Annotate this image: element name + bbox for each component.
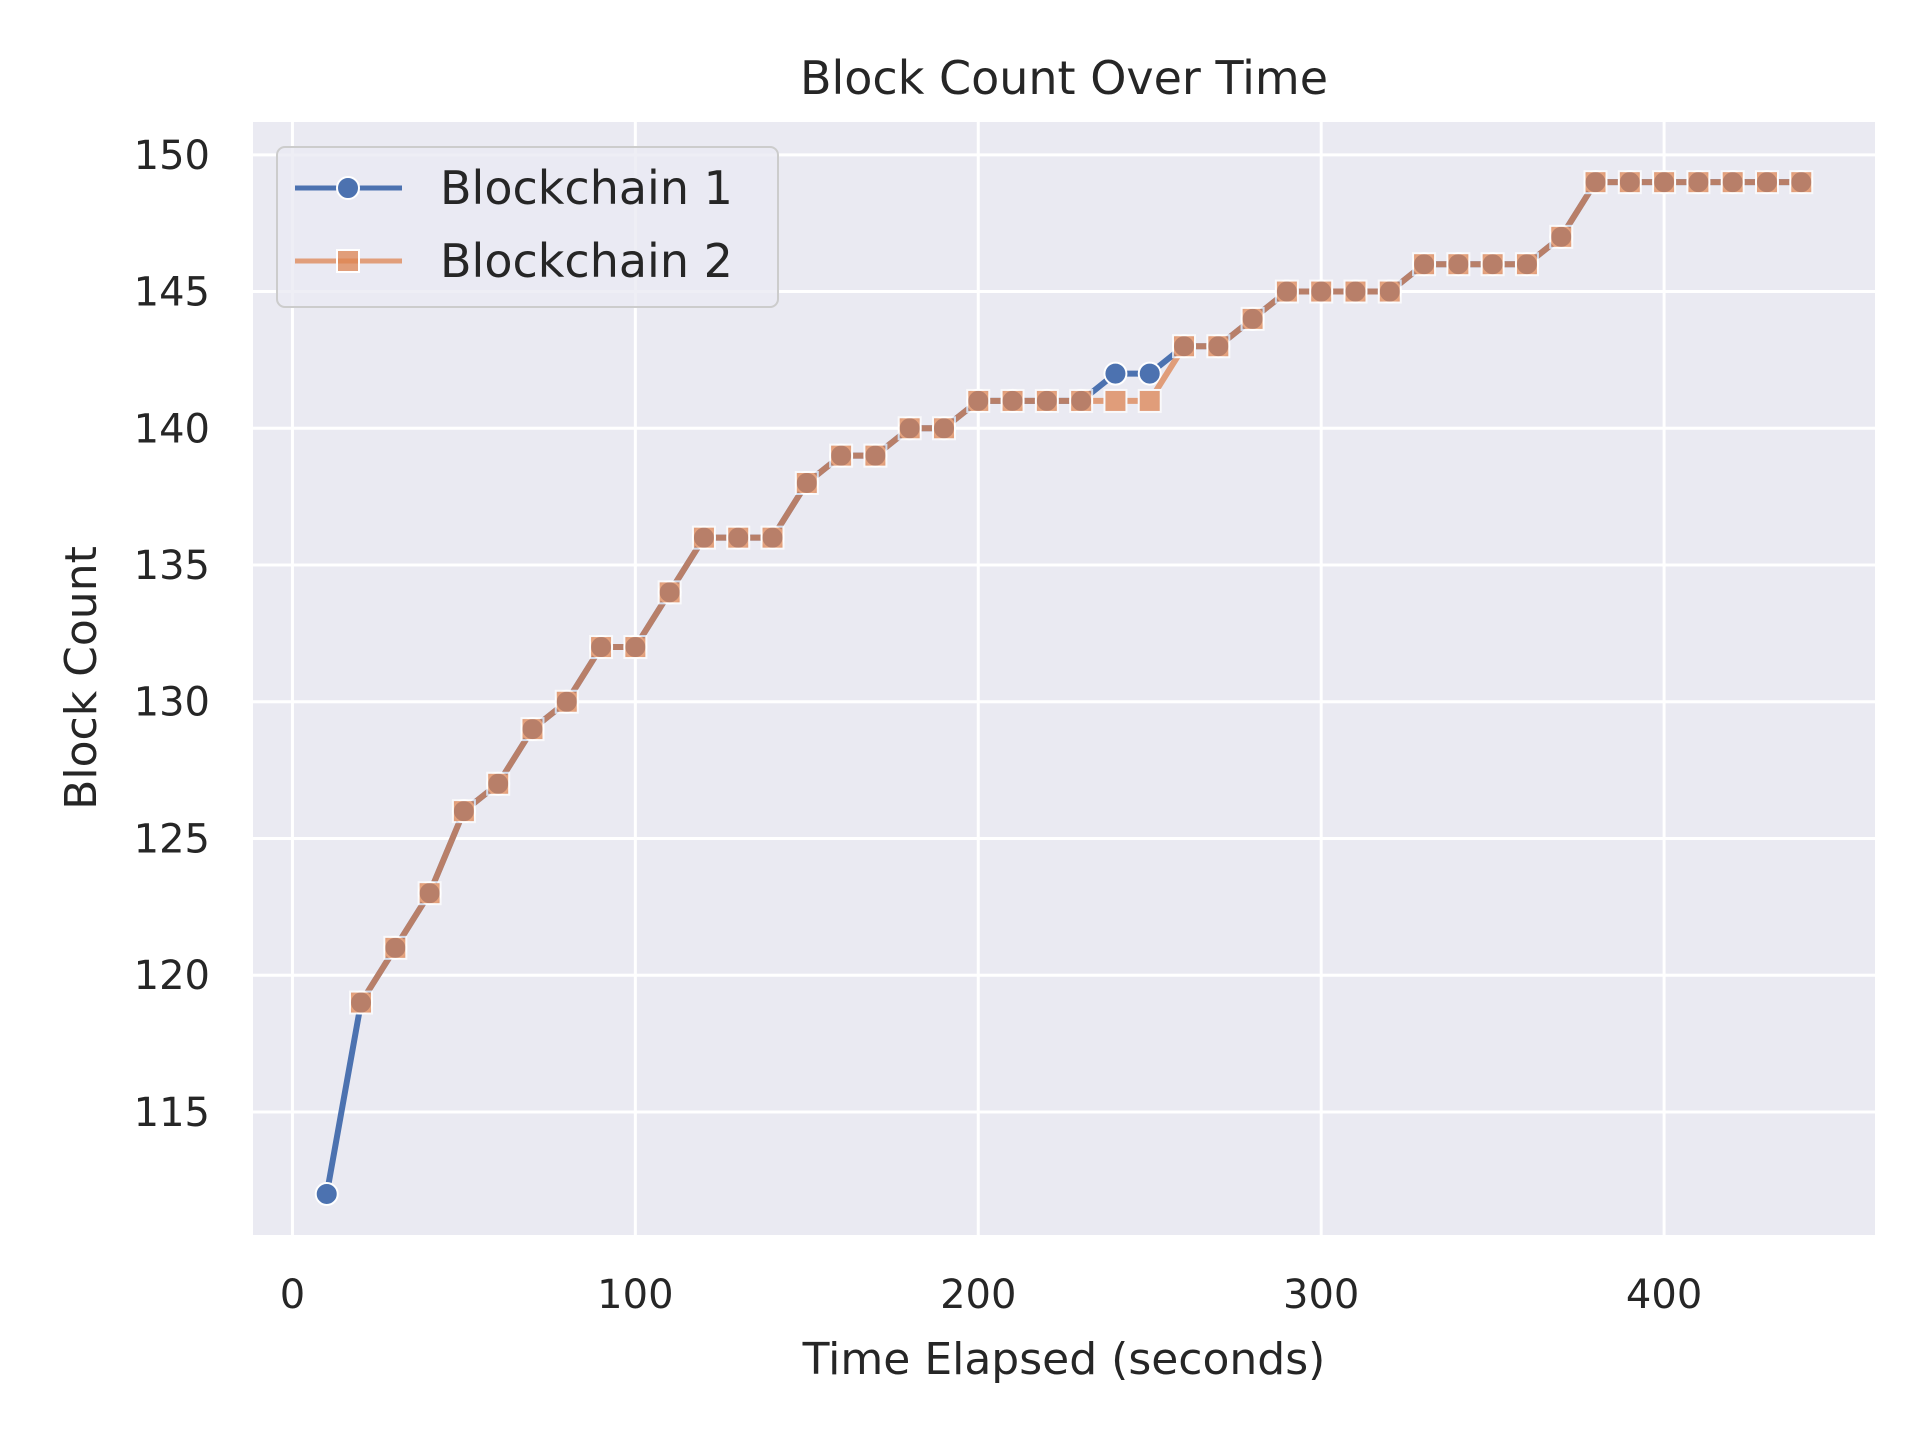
data-point (966, 388, 991, 413)
data-point (1514, 252, 1539, 277)
data-point (1789, 170, 1814, 195)
data-point (314, 1181, 339, 1206)
data-point (760, 525, 785, 550)
data-point (1137, 361, 1162, 386)
data-point (1103, 388, 1128, 413)
data-point (1720, 170, 1745, 195)
data-point (931, 416, 956, 441)
data-point (383, 935, 408, 960)
data-point (1583, 170, 1608, 195)
data-point (1686, 170, 1711, 195)
data-point (520, 717, 545, 742)
y-tick-label: 150 (134, 133, 210, 179)
data-point (1754, 170, 1779, 195)
data-point (726, 525, 751, 550)
legend-marker-blockchain-2 (336, 249, 360, 273)
series-layer (314, 170, 1814, 1206)
data-point (623, 635, 648, 660)
x-tick-label: 100 (597, 1272, 673, 1318)
y-tick-label: 135 (134, 543, 210, 589)
data-point (1652, 170, 1677, 195)
data-point (349, 990, 374, 1015)
x-tick-label: 300 (1283, 1272, 1359, 1318)
data-point (897, 416, 922, 441)
x-axis-label: Time Elapsed (seconds) (802, 1334, 1326, 1385)
y-axis-ticks: 115 120 125 130 135 140 145 150 (134, 133, 210, 1136)
y-tick-label: 115 (134, 1090, 210, 1136)
data-point (589, 635, 614, 660)
y-tick-label: 120 (134, 953, 210, 999)
legend: Blockchain 1 Blockchain 2 (276, 146, 779, 308)
data-point (1549, 224, 1574, 249)
data-point (1137, 388, 1162, 413)
x-tick-label: 0 (280, 1272, 305, 1318)
data-point (829, 443, 854, 468)
data-point (486, 771, 511, 796)
data-point (1617, 170, 1642, 195)
legend-marker-blockchain-1 (336, 176, 360, 200)
series-blockchain-2 (349, 170, 1814, 1015)
y-tick-label: 130 (134, 680, 210, 726)
legend-label-blockchain-1: Blockchain 1 (440, 161, 733, 215)
legend-label-blockchain-2: Blockchain 2 (440, 234, 733, 288)
chart-title: Block Count Over Time (800, 51, 1328, 105)
data-point (1172, 334, 1197, 359)
y-axis-label: Block Count (56, 546, 107, 810)
data-point (657, 580, 682, 605)
data-point (451, 799, 476, 824)
data-point (1377, 279, 1402, 304)
x-tick-label: 200 (940, 1272, 1016, 1318)
data-point (1412, 252, 1437, 277)
data-point (1069, 388, 1094, 413)
data-point (1274, 279, 1299, 304)
y-tick-label: 145 (134, 270, 210, 316)
x-tick-label: 400 (1626, 1272, 1702, 1318)
grid-lines (253, 122, 1875, 1235)
y-tick-label: 125 (134, 816, 210, 862)
legend-box (276, 146, 779, 308)
data-point (1206, 334, 1231, 359)
data-point (691, 525, 716, 550)
data-point (1309, 279, 1334, 304)
data-point (794, 470, 819, 495)
data-point (417, 881, 442, 906)
data-point (863, 443, 888, 468)
data-point (1000, 388, 1025, 413)
y-tick-label: 140 (134, 406, 210, 452)
data-point (1343, 279, 1368, 304)
data-point (1240, 306, 1265, 331)
data-point (554, 689, 579, 714)
data-point (1446, 252, 1471, 277)
data-point (1034, 388, 1059, 413)
data-point (1480, 252, 1505, 277)
x-axis-ticks: 0 100 200 300 400 (280, 1272, 1703, 1318)
data-point (1103, 361, 1128, 386)
